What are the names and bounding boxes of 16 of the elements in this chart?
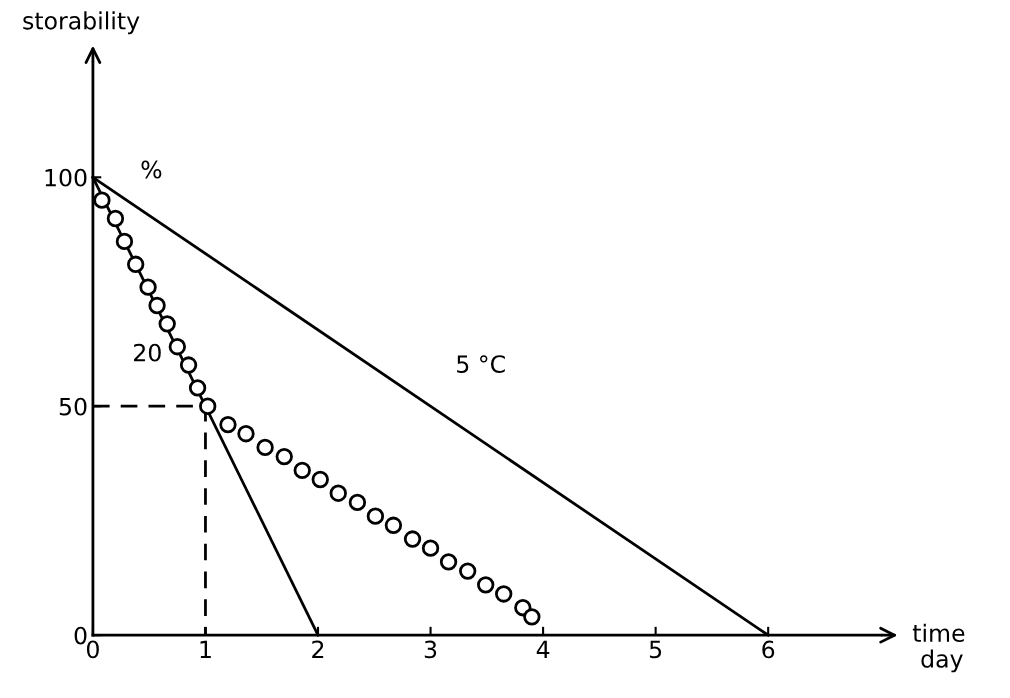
text: day	[921, 649, 963, 673]
x-tick-label: 3	[424, 640, 437, 659]
x-axis-title: time	[912, 623, 965, 643]
y-axis-title: storability	[23, 11, 140, 35]
y-tick-label: 100	[45, 168, 87, 187]
x-tick-label: 0	[86, 640, 99, 659]
annotation: 5 °C	[457, 355, 505, 374]
y-tick-label: 0	[74, 626, 87, 645]
x-tick-label: 5	[649, 640, 662, 659]
y-tick-label: 50	[59, 397, 87, 416]
x-tick-label: 2	[312, 640, 324, 658]
x-tick-label: 6	[762, 640, 775, 659]
annotation: %	[141, 160, 162, 179]
x-tick-label: 1	[200, 640, 211, 658]
annotation: 20	[134, 343, 161, 362]
x-tick-label: 4	[536, 640, 550, 658]
